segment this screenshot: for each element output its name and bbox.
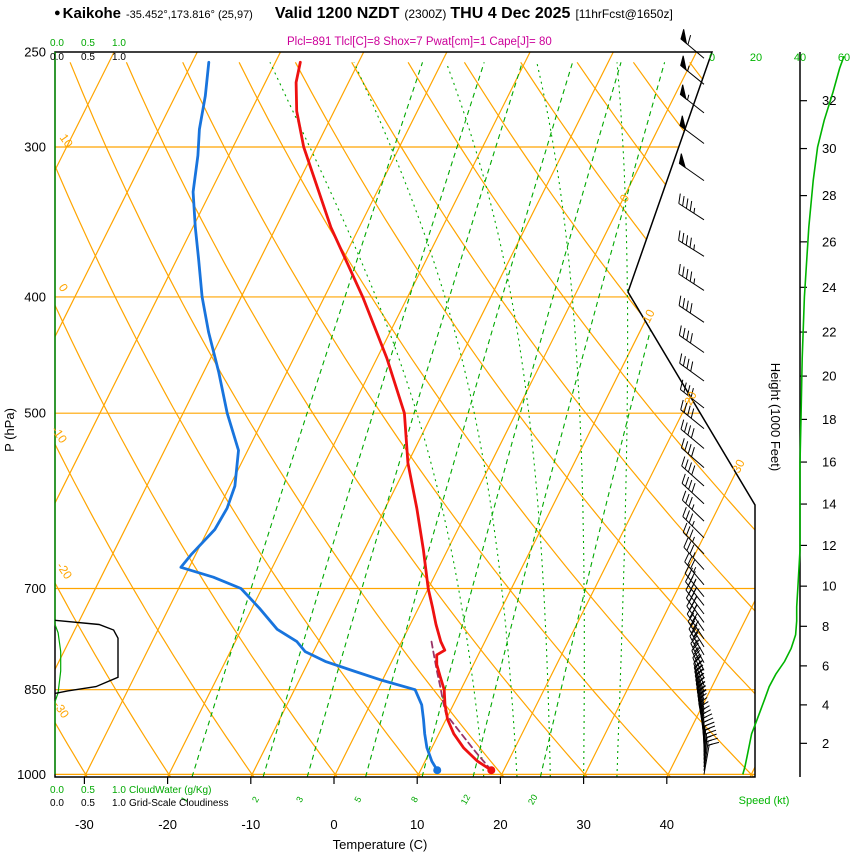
station-name: Kaikohe <box>62 5 122 22</box>
cloudwater-label: CloudWater (g/Kg) <box>129 785 211 796</box>
pressure-tick-label: 850 <box>24 682 46 697</box>
mixing-ratio-label: 20 <box>526 793 540 807</box>
mixing-ratio-label: 12 <box>459 793 473 807</box>
mixing-ratio-label: 5 <box>352 795 363 804</box>
dry-adiabat-label: -10 <box>49 424 71 447</box>
valid-zulu: (2300Z) <box>404 7 447 21</box>
mixing-ratio-label: 3 <box>294 795 305 804</box>
wind-barbs <box>678 29 720 775</box>
temp-tick-label: 40 <box>660 817 674 832</box>
mixing-ratio-label: 2 <box>250 795 261 804</box>
cloudwater-scale-bottom: 1.0 <box>112 785 126 796</box>
cloud-scales: 0.0 0.0 0.0 0.0 0.5 0.5 0.5 0.5 1.0 1.0 1.0 1.0 <box>50 38 126 809</box>
dewpoint-curve <box>179 60 439 772</box>
height-axis-title: Height (1000 Feet) <box>768 363 783 471</box>
temp-tick-label: -30 <box>75 817 94 832</box>
cloudiness-scale-bottom: 0.5 <box>81 798 95 809</box>
height-tick-label: 18 <box>822 412 836 427</box>
mixing-ratio-label: 1 <box>179 795 190 804</box>
height-tick-label: 30 <box>822 141 836 156</box>
pressure-tick-label: 500 <box>24 406 46 421</box>
temperature-axis-title: Temperature (C) <box>333 837 428 852</box>
skewt-grid <box>55 52 755 777</box>
dry-adiabat-label: -20 <box>54 560 76 583</box>
height-tick-label: 2 <box>822 736 829 751</box>
pressure-tick-label: 1000 <box>17 767 46 782</box>
speed-tick-label: 60 <box>838 52 850 64</box>
speed-axis-title: Speed (kt) <box>739 795 790 807</box>
temp-tick-label: 0 <box>330 817 337 832</box>
cloudiness-scale-bottom: 1.0 <box>112 798 126 809</box>
cloudwater-scale-top: 1.0 <box>112 38 126 49</box>
mixing-ratio-label: 8 <box>409 795 420 804</box>
surface-temp-dot <box>487 766 496 775</box>
height-tick-label: 24 <box>822 280 836 295</box>
cloudiness-scale-bottom: 0.0 <box>50 798 64 809</box>
speed-tick-label: 40 <box>794 52 806 64</box>
pressure-tick-label: 300 <box>24 140 46 155</box>
cloudwater-profile-line <box>54 52 62 775</box>
wind-speed-curve <box>742 55 845 775</box>
height-tick-label: 28 <box>822 188 836 203</box>
height-tick-label: 12 <box>822 538 836 553</box>
valid-date: THU 4 Dec 2025 <box>450 5 571 22</box>
height-tick-label: 6 <box>822 658 829 673</box>
pressure-axis-title: P (hPa) <box>2 408 17 452</box>
temp-tick-label: 10 <box>410 817 424 832</box>
cloudiness-label: Grid-Scale Cloudiness <box>129 798 229 809</box>
speed-axis-ticks: 0 20 40 60 <box>709 52 850 64</box>
cloudiness-profile-line <box>54 619 119 695</box>
title-bar: ● Kaikohe -35.452°,173.816° (25,97) Valid 1… <box>54 5 673 23</box>
isotherm-label: 10 <box>639 307 658 326</box>
plot-frame <box>54 51 756 778</box>
valid-time: Valid 1200 NZDT <box>274 5 400 22</box>
cloudwater-scale-top: 0.5 <box>81 38 95 49</box>
surface-markers <box>433 766 496 775</box>
height-tick-label: 20 <box>822 369 836 384</box>
station-bullet-icon: ● <box>54 7 61 19</box>
cloudiness-scale-top: 0.5 <box>81 52 95 63</box>
height-tick-label: 32 <box>822 93 836 108</box>
temp-tick-label: -20 <box>158 817 177 832</box>
temp-tick-label: -10 <box>241 817 260 832</box>
pressure-tick-label: 400 <box>24 289 46 304</box>
isotherm-label: 30 <box>729 457 748 476</box>
speed-tick-label: 0 <box>709 52 715 64</box>
cloudwater-scale-bottom: 0.5 <box>81 785 95 796</box>
surface-dewpoint-dot <box>433 766 442 775</box>
parcel-ascent-curve <box>429 637 493 772</box>
height-tick-label: 10 <box>822 579 836 594</box>
forecast-note: [11hrFcst@1650z] <box>575 7 673 21</box>
height-tick-label: 4 <box>822 697 829 712</box>
height-tick-label: 22 <box>822 325 836 340</box>
dry-adiabat-label: 0 <box>56 281 71 295</box>
stability-params: Plcl=891 Tlcl[C]=8 Shox=7 Pwat[cm]=1 Cap… <box>287 36 552 48</box>
height-tick-label: 8 <box>822 619 829 634</box>
temp-tick-label: 20 <box>493 817 507 832</box>
temperature-curve <box>294 60 493 772</box>
height-tick-label: 14 <box>822 497 836 512</box>
cloudwater-scale-bottom: 0.0 <box>50 785 64 796</box>
speed-tick-label: 20 <box>750 52 762 64</box>
dry-adiabat-label: -30 <box>51 699 73 722</box>
cloudwater-scale-top: 0.0 <box>50 38 64 49</box>
isotherm-label: 20 <box>681 389 700 408</box>
pressure-tick-label: 700 <box>24 581 46 596</box>
pressure-tick-label: 250 <box>24 45 46 60</box>
station-coords: -35.452°,173.816° (25,97) <box>126 9 253 21</box>
temp-tick-label: 30 <box>576 817 590 832</box>
height-tick-label: 16 <box>822 455 836 470</box>
height-tick-label: 26 <box>822 234 836 249</box>
cloudiness-scale-top: 1.0 <box>112 52 126 63</box>
cloudiness-scale-top: 0.0 <box>50 52 64 63</box>
